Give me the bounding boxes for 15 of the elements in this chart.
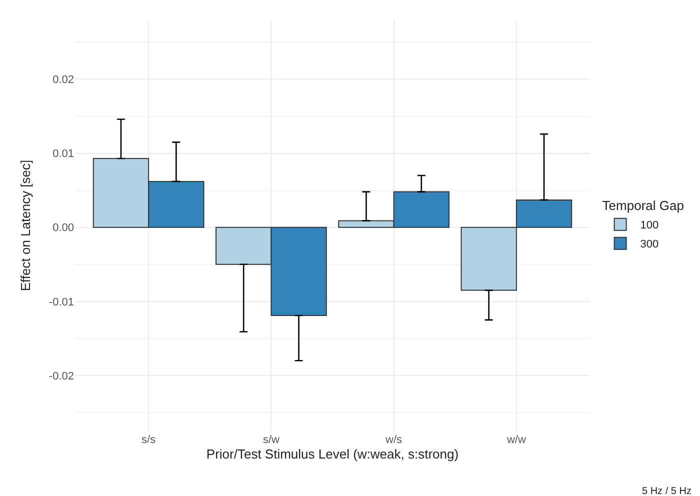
y-tick-label: 0.01 <box>52 148 74 160</box>
x-tick-label: w/w <box>506 434 526 446</box>
legend-label: 300 <box>640 238 659 251</box>
y-tick-label: 0.02 <box>52 74 74 86</box>
legend-title: Temporal Gap <box>602 198 684 213</box>
y-axis-title: Effect on Latency [sec] <box>18 160 33 292</box>
x-tick-label: s/w <box>262 434 280 446</box>
legend-label: 100 <box>640 220 659 232</box>
text: 5 Hz / 5 Hz <box>642 486 692 496</box>
y-tick-label: 0.00 <box>52 222 74 234</box>
y-tick-label: -0.01 <box>48 296 74 308</box>
x-axis-title: Prior/Test Stimulus Level (w:weak, s:strong) <box>206 446 459 462</box>
y-tick-label: -0.02 <box>48 370 74 382</box>
x-tick-label: w/s <box>384 434 403 446</box>
x-tick-label: s/s <box>142 434 156 446</box>
